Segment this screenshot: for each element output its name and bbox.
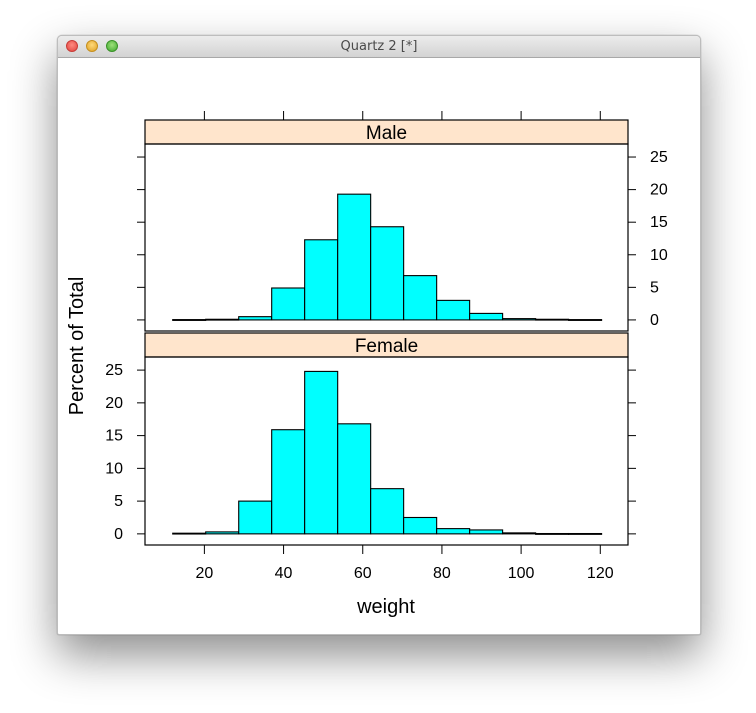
female-y-tick-label: 0 — [114, 526, 123, 543]
female-histogram-bar — [469, 529, 504, 535]
lattice-histogram-plot: Male 0 5 10 15 20 25 Female 0 5 10 15 20 25 20 40 60 80 10… — [66, 111, 668, 618]
window-title: Quartz 2 [*] — [340, 39, 418, 54]
x-axis-label: weight — [356, 596, 415, 618]
female-y-tick-label: 15 — [105, 428, 123, 445]
male-y-tick-label: 15 — [650, 214, 668, 231]
x-tick-label: 60 — [354, 565, 372, 582]
male-y-tick-label: 5 — [650, 279, 659, 296]
male-histogram-bar — [568, 319, 603, 321]
male-y-tick-label: 0 — [650, 312, 659, 329]
window-titlebar[interactable]: Quartz 2 [*] — [58, 36, 700, 58]
female-histogram-bar — [337, 423, 372, 535]
male-panel-frame — [144, 143, 629, 332]
male-y-tick-label: 20 — [650, 182, 668, 199]
female-y-tick-label: 10 — [105, 460, 123, 477]
male-histogram-bar — [337, 193, 372, 321]
male-histogram-bar — [403, 275, 438, 321]
male-y-tick-label: 25 — [650, 149, 668, 166]
female-histogram-bar — [568, 532, 603, 535]
male-histogram-bar — [502, 318, 537, 321]
male-y-tick-label: 10 — [650, 247, 668, 264]
minimize-window-button[interactable] — [86, 40, 98, 52]
female-histogram-bar — [535, 532, 570, 535]
female-y-tick-label: 25 — [105, 362, 123, 379]
quartz-window: Quartz 2 [*] Male 0 5 10 15 20 25 Female 0 5 10 15 2… — [57, 35, 701, 635]
y-axis-label: Percent of Total — [66, 277, 88, 416]
female-y-tick-label: 5 — [114, 493, 123, 510]
male-histogram-bar — [238, 316, 273, 321]
female-histogram-bar — [172, 532, 207, 535]
male-histogram-bar — [469, 312, 504, 321]
male-histogram-bar — [436, 299, 471, 321]
x-tick-label: 20 — [195, 565, 213, 582]
male-strip-label: Male — [366, 123, 407, 144]
x-tick-label: 100 — [508, 565, 535, 582]
female-histogram-bar — [403, 516, 438, 535]
male-histogram-bar — [370, 226, 405, 321]
female-panel-frame — [144, 356, 629, 546]
x-tick-label: 80 — [433, 565, 451, 582]
female-histogram-bar — [271, 429, 306, 535]
female-histogram-bar — [304, 370, 339, 535]
female-histogram-bar — [502, 532, 537, 535]
female-y-tick-label: 20 — [105, 395, 123, 412]
male-histogram-bar — [205, 318, 240, 321]
panels: Male 0 5 10 15 20 25 Female 0 5 10 15 20 25 20 40 60 80 10… — [105, 111, 668, 582]
x-tick-label: 40 — [275, 565, 293, 582]
female-histogram-bar — [205, 531, 240, 535]
x-tick-label: 120 — [587, 565, 614, 582]
female-strip — [144, 332, 629, 358]
male-histogram-bar — [304, 239, 339, 321]
female-strip-label: Female — [355, 336, 418, 357]
female-histogram-bar — [238, 500, 273, 535]
close-window-button[interactable] — [66, 40, 78, 52]
male-strip — [144, 119, 629, 145]
zoom-window-button[interactable] — [106, 40, 118, 52]
female-histogram-bar — [370, 488, 405, 535]
female-histogram-bar — [436, 528, 471, 535]
male-histogram-bar — [535, 318, 570, 321]
male-histogram-bar — [172, 319, 207, 321]
male-histogram-bar — [271, 287, 306, 321]
